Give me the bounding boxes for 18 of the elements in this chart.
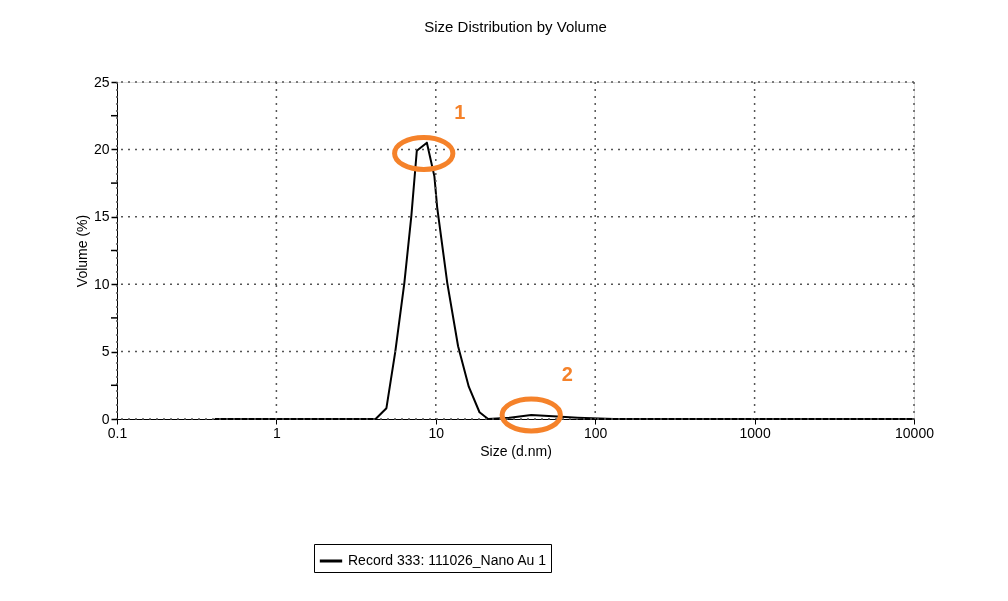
x-tick-label: 0.1 (107, 424, 128, 441)
y-tick-label: 0 (101, 410, 110, 427)
x-tick-label: 10000 (895, 424, 935, 441)
x-axis-title: Size (d.nm) (480, 442, 552, 459)
annotation: 2 (561, 362, 573, 385)
y-tick-label: 20 (93, 140, 110, 157)
y-axis-title: Volume (%) (73, 214, 90, 288)
y-tick-label: 5 (101, 343, 110, 360)
x-tick-label: 1000 (739, 424, 771, 441)
legend-label: Record 333: 111026_Nano Au 1 (348, 552, 547, 568)
x-tick-label: 1 (273, 424, 281, 441)
chart-title: Size Distribution by Volume (424, 18, 607, 35)
y-tick-label: 10 (93, 275, 110, 292)
y-tick-label: 25 (93, 73, 110, 90)
x-tick-label: 10 (428, 424, 445, 441)
x-tick-label: 100 (584, 424, 608, 441)
y-tick-label: 15 (93, 208, 110, 225)
annotation: 1 (454, 101, 466, 124)
